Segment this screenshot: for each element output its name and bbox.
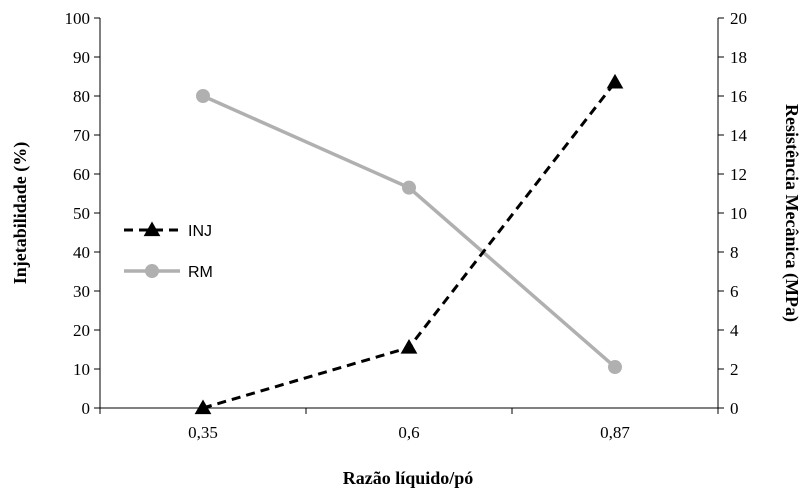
legend-label-rm: RM (188, 264, 213, 281)
y-tick-label: 50 (73, 204, 90, 223)
series-group (194, 73, 624, 415)
data-point-rm (196, 89, 210, 103)
y2-axis-title: Resistência Mecânica (MPa) (781, 104, 799, 322)
data-point-rm (402, 180, 416, 195)
tick-labels-group: 0 10 20 30 40 50 60 70 80 90 100 0 2 4 6 8 10 12 14 16 18 20 0… (65, 9, 748, 442)
series-line-rm (202, 94, 617, 369)
y-axis-title: Injetabilidade (%) (10, 142, 31, 285)
y2-tick-label: 12 (730, 165, 747, 184)
x-tick-label: 0,87 (600, 423, 630, 442)
axes-group (94, 17, 724, 414)
y2-tick-label: 2 (730, 360, 739, 379)
y2-tick-label: 8 (730, 243, 739, 262)
y2-tick-label: 14 (730, 126, 748, 145)
legend-marker-inj (143, 221, 161, 237)
legend: INJ RM (124, 221, 213, 281)
y-tick-label: 30 (73, 282, 90, 301)
series-line-inj (202, 81, 617, 410)
x-tick-label: 0,6 (398, 423, 419, 442)
data-point-inj (606, 73, 624, 89)
y-tick-label: 70 (73, 126, 90, 145)
y-tick-label: 100 (65, 9, 91, 28)
data-point-inj (400, 339, 418, 354)
y2-tick-label: 4 (730, 321, 739, 340)
y2-tick-label: 0 (730, 399, 739, 418)
y-tick-label: 80 (73, 87, 90, 106)
y2-tick-label: 18 (730, 48, 747, 67)
y-tick-label: 20 (73, 321, 90, 340)
x-tick-label: 0,35 (188, 423, 218, 442)
y-tick-label: 10 (73, 360, 90, 379)
y-tick-label: 60 (73, 165, 90, 184)
legend-marker-rm (145, 264, 159, 278)
data-point-rm (608, 360, 622, 375)
y2-tick-label: 6 (730, 282, 739, 301)
y2-tick-label: 20 (730, 9, 747, 28)
y-tick-label: 40 (73, 243, 90, 262)
data-point-inj (194, 399, 212, 415)
x-axis-title: Razão líquido/pó (343, 468, 474, 488)
legend-label-inj: INJ (188, 223, 212, 240)
y-tick-label: 0 (82, 399, 91, 418)
y2-tick-label: 10 (730, 204, 747, 223)
y-tick-label: 90 (73, 48, 90, 67)
y2-tick-label: 16 (730, 87, 747, 106)
